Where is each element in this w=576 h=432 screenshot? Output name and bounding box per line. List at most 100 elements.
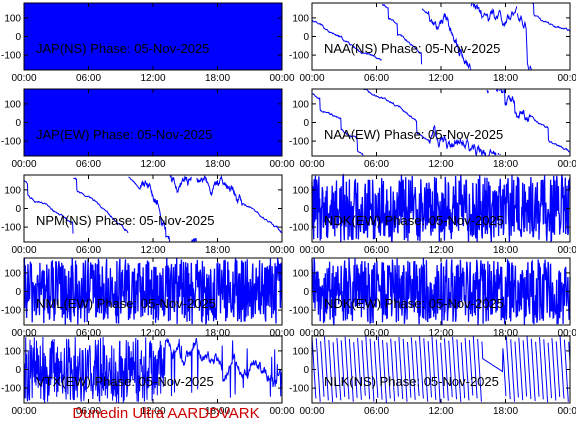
x-tick-label: 18:00 <box>493 73 518 84</box>
panel-7: 100 0 -100 00:00 06:00 12:00 18:00 00:00 NML(EW)… <box>1 257 295 339</box>
x-tick-label: 12:00 <box>140 406 165 417</box>
y-tick-label: 100 <box>4 13 21 24</box>
x-tick-label: 06:00 <box>76 328 101 339</box>
y-tick-label: -100 <box>1 137 21 148</box>
phase-trace <box>311 2 571 71</box>
x-tick-label: 00:00 <box>299 159 324 170</box>
y-tick-label: -100 <box>1 306 21 317</box>
phase-trace <box>311 335 571 403</box>
y-tick-label: 100 <box>4 99 21 110</box>
y-tick-label: 100 <box>4 268 21 279</box>
x-tick-label: 06:00 <box>76 245 101 256</box>
panel-title: NDK(EW) Phase: 05-Nov-2025 <box>324 213 504 228</box>
y-tick-label: -100 <box>289 51 309 62</box>
y-tick-label: 0 <box>15 204 21 215</box>
x-tick-label: 00:00 <box>557 159 576 170</box>
y-tick-label: -100 <box>1 51 21 62</box>
plot-frame <box>311 88 571 157</box>
y-tick-label: 0 <box>303 287 309 298</box>
panel-2: 100 0 -100 00:00 06:00 12:00 18:00 00:00 NAA(NS)… <box>289 2 576 84</box>
x-tick-label: 06:00 <box>364 406 389 417</box>
x-tick-label: 12:00 <box>140 328 165 339</box>
x-tick-label: 06:00 <box>76 73 101 84</box>
panel-title: NAA(NS) Phase: 05-Nov-2025 <box>324 41 500 56</box>
plot-frame <box>23 174 283 243</box>
x-tick-label: 00:00 <box>11 159 36 170</box>
x-tick-label: 00:00 <box>299 245 324 256</box>
x-tick-label: 18:00 <box>493 245 518 256</box>
x-tick-label: 00:00 <box>11 406 36 417</box>
x-tick-label: 18:00 <box>205 73 230 84</box>
phase-trace <box>24 89 282 156</box>
y-tick-label: 0 <box>15 32 21 43</box>
x-tick-label: 12:00 <box>428 73 453 84</box>
x-tick-label: 12:00 <box>140 159 165 170</box>
y-tick-label: 0 <box>303 204 309 215</box>
panel-8: 100 0 -100 00:00 06:00 12:00 18:00 00:00 NDK(EW)… <box>289 257 576 339</box>
panel-title: JAP(NS) Phase: 05-Nov-2025 <box>36 41 209 56</box>
y-tick-label: -100 <box>1 384 21 395</box>
x-tick-label: 18:00 <box>493 328 518 339</box>
x-tick-label: 06:00 <box>364 73 389 84</box>
x-tick-label: 06:00 <box>364 159 389 170</box>
x-tick-label: 00:00 <box>299 328 324 339</box>
x-tick-label: 00:00 <box>269 406 294 417</box>
x-tick-label: 00:00 <box>269 159 294 170</box>
x-tick-label: 12:00 <box>428 406 453 417</box>
y-tick-label: 100 <box>292 13 309 24</box>
y-tick-label: 0 <box>15 287 21 298</box>
panel-4: 100 0 -100 00:00 06:00 12:00 18:00 00:00 NAA(EW)… <box>289 88 576 170</box>
x-tick-label: 06:00 <box>76 406 101 417</box>
y-tick-label: 0 <box>15 365 21 376</box>
phase-trace <box>311 173 571 242</box>
panel-10: 100 0 -100 00:00 06:00 12:00 18:00 00:00 NLK(NS)… <box>289 335 576 417</box>
x-tick-label: 00:00 <box>11 245 36 256</box>
panel-title: JAP(EW) Phase: 05-Nov-2025 <box>36 127 212 142</box>
panel-title: NLK(NS) Phase: 05-Nov-2025 <box>324 374 499 389</box>
x-tick-label: 00:00 <box>11 73 36 84</box>
x-tick-label: 18:00 <box>205 406 230 417</box>
x-tick-label: 06:00 <box>364 328 389 339</box>
x-tick-label: 00:00 <box>269 328 294 339</box>
y-tick-label: -100 <box>289 223 309 234</box>
x-tick-label: 18:00 <box>205 159 230 170</box>
panel-5: 100 0 -100 00:00 06:00 12:00 18:00 00:00 NPM(NS)… <box>1 174 295 256</box>
x-tick-label: 12:00 <box>140 245 165 256</box>
y-tick-label: 100 <box>4 185 21 196</box>
x-tick-label: 00:00 <box>557 245 576 256</box>
x-tick-label: 00:00 <box>557 328 576 339</box>
y-tick-label: 100 <box>292 346 309 357</box>
x-tick-label: 00:00 <box>269 245 294 256</box>
y-tick-label: -100 <box>1 223 21 234</box>
panel-title: NDK(EW) Phase: 05-Nov-2025 <box>324 296 504 311</box>
x-tick-label: 12:00 <box>428 328 453 339</box>
y-tick-label: -100 <box>289 384 309 395</box>
y-tick-label: 0 <box>303 118 309 129</box>
panel-title: NPM(NS) Phase: 05-Nov-2025 <box>36 213 214 228</box>
x-tick-label: 18:00 <box>493 159 518 170</box>
y-tick-label: 100 <box>4 346 21 357</box>
panel-title: VTX(EW) Phase: 05-Nov-2025 <box>36 374 214 389</box>
phase-trace <box>24 3 282 70</box>
plot-frame <box>311 2 571 71</box>
x-tick-label: 00:00 <box>557 406 576 417</box>
panel-9: 100 0 -100 00:00 06:00 12:00 18:00 00:00 VTX(EW)… <box>1 335 295 417</box>
x-tick-label: 00:00 <box>11 328 36 339</box>
phase-trace <box>23 174 283 244</box>
y-tick-label: -100 <box>289 137 309 148</box>
phase-trace <box>23 258 283 325</box>
y-tick-label: -100 <box>289 306 309 317</box>
x-tick-label: 00:00 <box>557 73 576 84</box>
x-tick-label: 12:00 <box>428 245 453 256</box>
panel-6: 100 0 -100 00:00 06:00 12:00 18:00 00:00 NDK(EW)… <box>289 173 576 256</box>
x-tick-label: 18:00 <box>205 328 230 339</box>
panel-3: 100 0 -100 00:00 06:00 12:00 18:00 00:00 JAP(EW)… <box>1 88 295 170</box>
y-tick-label: 100 <box>292 268 309 279</box>
panel-1: 100 0 -100 00:00 06:00 12:00 18:00 00:00 JAP(NS)… <box>1 2 295 84</box>
x-tick-label: 06:00 <box>76 159 101 170</box>
phase-trace <box>23 336 283 403</box>
y-tick-label: 0 <box>303 365 309 376</box>
phase-trace <box>311 88 571 156</box>
x-tick-label: 00:00 <box>299 73 324 84</box>
